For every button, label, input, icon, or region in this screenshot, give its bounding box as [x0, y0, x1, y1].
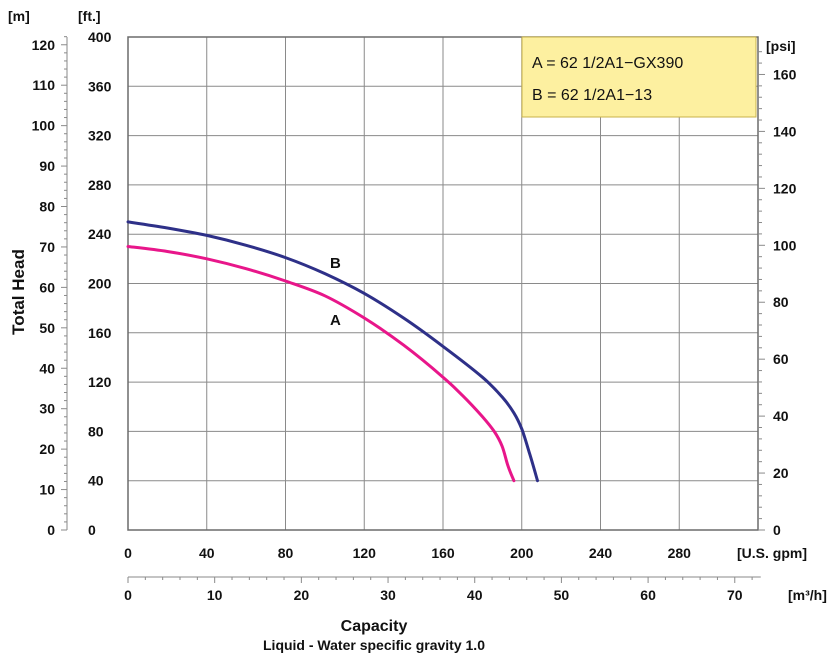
- y-tick-ft: 400: [88, 29, 112, 45]
- y-unit-m: [m]: [8, 8, 30, 24]
- x-axis-gpm: 0 40 80 120 160 200 240 280: [124, 545, 691, 561]
- y-tick-ft: 240: [88, 226, 112, 242]
- x-tick-gpm: 200: [510, 545, 534, 561]
- legend-line-a: A = 62 1/2A1−GX390: [532, 55, 683, 72]
- curves: [126, 220, 539, 483]
- chart-note: Liquid - Water specific gravity 1.0: [263, 637, 485, 653]
- y-tick-m: 50: [39, 320, 55, 336]
- y-tick-ft: 40: [88, 473, 104, 489]
- y-tick-psi: 120: [773, 180, 797, 196]
- y-tick-m: 30: [39, 401, 55, 417]
- x-tick-gpm: 280: [668, 545, 692, 561]
- y-tick-psi: 160: [773, 66, 797, 82]
- y-tick-m: 80: [39, 199, 55, 215]
- y-unit-ft: [ft.]: [78, 8, 101, 24]
- y-tick-m: 70: [39, 239, 55, 255]
- curve-label-a: A: [330, 312, 341, 329]
- x-tick-m3h: 70: [727, 587, 743, 603]
- y-tick-psi: 60: [773, 351, 789, 367]
- x-tick-m3h: 40: [467, 587, 483, 603]
- curve-a: [126, 245, 516, 483]
- x-tick-m3h: 0: [124, 587, 132, 603]
- y-tick-ft: 160: [88, 325, 112, 341]
- x-tick-gpm: 240: [589, 545, 613, 561]
- y-tick-psi: 140: [773, 123, 797, 139]
- legend: A = 62 1/2A1−GX390 B = 62 1/2A1−13: [521, 36, 757, 118]
- plot-border: [127, 36, 759, 531]
- y-tick-m: 100: [32, 118, 56, 134]
- x-tick-gpm: 120: [353, 545, 377, 561]
- x-tick-gpm: 80: [278, 545, 294, 561]
- y-axis-title: Total Head: [9, 249, 28, 335]
- y-tick-psi: 100: [773, 237, 797, 253]
- y-tick-psi: 40: [773, 408, 789, 424]
- x-axis-m3h: 0 10 20 30 40 50 60 70: [124, 576, 761, 603]
- y-axis-psi: 0 20 40 60 80 100 120 140 160: [758, 51, 797, 538]
- x-tick-m3h: 30: [380, 587, 396, 603]
- y-axis-m: 0 10 20 30 40 50 60 70 80 90 100 110 120: [32, 36, 68, 538]
- y-tick-m: 10: [39, 482, 55, 498]
- legend-box: [521, 36, 757, 118]
- x-tick-m3h: 60: [640, 587, 656, 603]
- x-tick-gpm: 0: [124, 545, 132, 561]
- x-unit-gpm: [U.S. gpm]: [737, 545, 807, 561]
- curve-label-b: B: [330, 255, 341, 272]
- grid: [128, 37, 758, 530]
- x-tick-m3h: 10: [207, 587, 223, 603]
- y-tick-m: 90: [39, 158, 55, 174]
- y-tick-ft: 320: [88, 128, 112, 144]
- y-tick-m: 0: [47, 522, 55, 538]
- y-tick-m: 110: [32, 77, 55, 93]
- y-tick-ft: 0: [88, 522, 96, 538]
- y-axis-ft: 0 40 80 120 160 200 240 280 320 360 400: [88, 29, 112, 538]
- x-tick-m3h: 50: [554, 587, 570, 603]
- x-tick-gpm: 40: [199, 545, 215, 561]
- x-axis-title: Capacity: [341, 618, 408, 635]
- x-unit-m3h: [m³/h]: [788, 587, 827, 603]
- y-tick-psi: 20: [773, 465, 789, 481]
- y-tick-ft: 360: [88, 78, 112, 94]
- y-tick-ft: 280: [88, 177, 112, 193]
- y-tick-m: 40: [39, 360, 55, 376]
- y-tick-psi: 80: [773, 294, 789, 310]
- x-tick-gpm: 160: [431, 545, 455, 561]
- y-tick-m: 60: [39, 279, 55, 295]
- y-tick-ft: 80: [88, 423, 104, 439]
- y-tick-m: 20: [39, 441, 55, 457]
- legend-line-b: B = 62 1/2A1−13: [532, 87, 652, 104]
- curve-b: [126, 220, 539, 483]
- y-tick-ft: 120: [88, 374, 112, 390]
- y-tick-ft: 200: [88, 276, 112, 292]
- x-tick-m3h: 20: [294, 587, 310, 603]
- y-tick-m: 120: [32, 37, 56, 53]
- y-unit-psi: [psi]: [766, 38, 796, 54]
- y-tick-psi: 0: [773, 522, 781, 538]
